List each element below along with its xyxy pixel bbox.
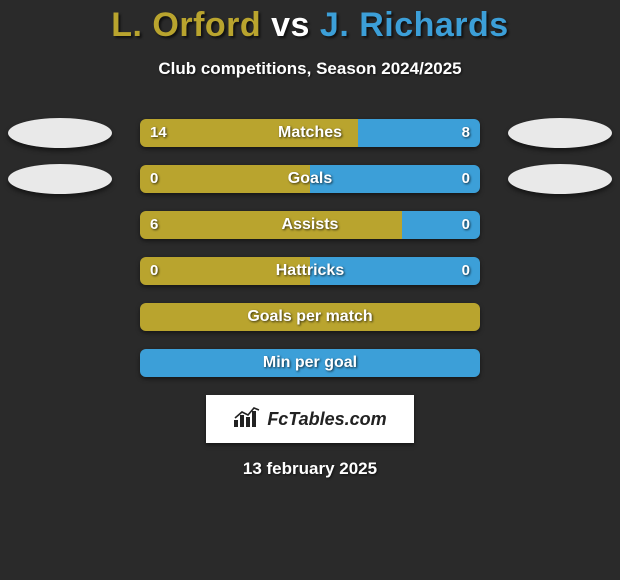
bar-track bbox=[140, 165, 480, 193]
player1-team-badge bbox=[8, 118, 112, 148]
stat-row: Min per goal bbox=[0, 349, 620, 377]
bar-right bbox=[140, 349, 480, 377]
bar-track bbox=[140, 119, 480, 147]
comparison-title: L. Orford vs J. Richards bbox=[0, 0, 620, 45]
stat-row: Goals00 bbox=[0, 165, 620, 193]
bar-track bbox=[140, 211, 480, 239]
vs-text: vs bbox=[271, 6, 310, 44]
stat-row: Goals per match bbox=[0, 303, 620, 331]
date-text: 13 february 2025 bbox=[0, 459, 620, 479]
bar-right bbox=[310, 165, 480, 193]
bar-track bbox=[140, 303, 480, 331]
subtitle: Club competitions, Season 2024/2025 bbox=[0, 59, 620, 79]
bar-left bbox=[140, 165, 310, 193]
player2-name: J. Richards bbox=[320, 6, 509, 44]
bar-left bbox=[140, 257, 310, 285]
bar-left bbox=[140, 303, 480, 331]
stat-row: Matches148 bbox=[0, 119, 620, 147]
player2-team-badge bbox=[508, 164, 612, 194]
bar-right bbox=[402, 211, 480, 239]
stat-row: Assists60 bbox=[0, 211, 620, 239]
bar-right bbox=[358, 119, 480, 147]
bar-left bbox=[140, 119, 358, 147]
bar-right bbox=[310, 257, 480, 285]
bar-track bbox=[140, 349, 480, 377]
comparison-chart: Matches148 Goals00 Assists60 Hattricks00 Goa… bbox=[0, 119, 620, 377]
branding-text: FcTables.com bbox=[267, 409, 386, 430]
player1-name: L. Orford bbox=[111, 6, 261, 44]
stat-row: Hattricks00 bbox=[0, 257, 620, 285]
player2-team-badge bbox=[508, 118, 612, 148]
branding-badge: FcTables.com bbox=[206, 395, 414, 443]
chart-icon bbox=[233, 406, 261, 433]
player1-team-badge bbox=[8, 164, 112, 194]
bar-track bbox=[140, 257, 480, 285]
bar-left bbox=[140, 211, 402, 239]
